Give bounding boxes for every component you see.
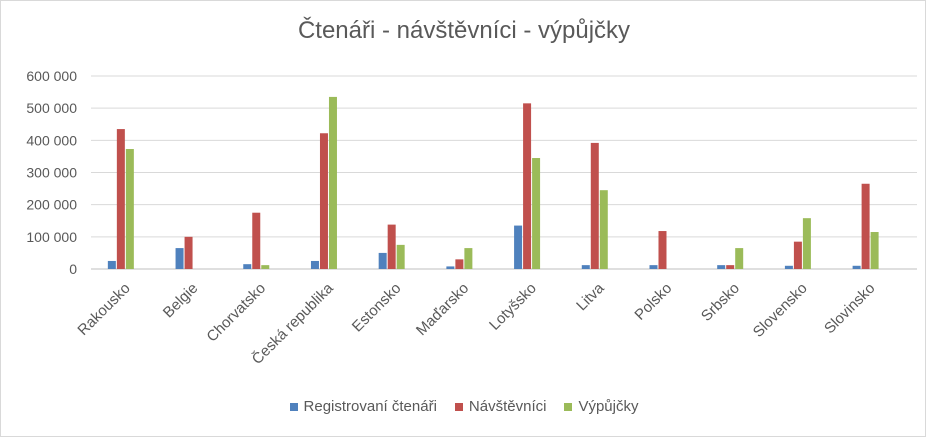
bar-registrovaní-čtenáři [243,264,252,269]
bar-registrovaní-čtenáři [378,252,387,269]
x-tick-label: Chorvatsko [203,280,269,346]
y-tick-label: 300 000 [26,165,77,181]
y-tick-label: 200 000 [26,197,77,213]
bar-registrovaní-čtenáři [784,265,793,269]
legend-label: Návštěvníci [468,398,547,415]
bar-návštěvníci [793,241,802,269]
y-tick-label: 100 000 [26,229,77,245]
legend-item: Registrovaní čtenáři [289,398,437,415]
chart-title: Čtenáři - návštěvníci - výpůjčky [297,17,631,44]
x-tick-label: Maďarsko [413,280,472,339]
y-tick-label: 0 [69,261,77,277]
bar-návštěvníci [590,142,599,269]
bar-registrovaní-čtenáři [446,266,455,269]
bar-návštěvníci [387,224,396,269]
bar-návštěvníci [116,129,125,269]
x-tick-label: Slovensko [750,280,811,341]
legend-label: Registrovaní čtenáři [303,398,437,415]
x-tick-label: Srbsko [698,280,743,325]
legend-item: Výpůjčky [564,398,638,415]
x-tick-label: Belgie [160,280,202,322]
bar-výpůjčky [261,265,270,269]
bar-návštěvníci [523,103,532,269]
legend: Registrovaní čtenáři Návštěvníci Výpůjčky [1,398,926,415]
legend-swatch [564,402,573,411]
bar-registrovaní-čtenáři [717,265,726,269]
bar-výpůjčky [396,244,405,269]
x-tick-label: Litva [573,279,608,314]
legend-swatch [289,402,298,411]
legend-swatch [454,402,463,411]
bar-návštěvníci [658,231,667,269]
y-tick-label: 600 000 [26,68,77,84]
bar-výpůjčky [870,232,879,269]
bar-registrovaní-čtenáři [581,265,590,269]
bar-registrovaní-čtenáři [107,260,116,269]
x-tick-label: Polsko [631,280,675,324]
bar-výpůjčky [125,149,134,269]
x-tick-label: Estonsko [349,280,405,336]
bar-výpůjčky [328,96,337,270]
bar-registrovaní-čtenáři [514,225,523,269]
bar-výpůjčky [735,248,744,269]
bar-návštěvníci [861,183,870,269]
bar-výpůjčky [802,218,811,269]
legend-label: Výpůjčky [578,398,639,415]
bar-výpůjčky [599,190,608,269]
bar-výpůjčky [532,158,541,269]
x-tick-label: Lotyšsko [486,280,540,334]
bar-registrovaní-čtenáři [310,260,319,269]
x-tick-label: Rakousko [74,280,133,339]
bar-registrovaní-čtenáři [852,265,861,269]
y-tick-label: 500 000 [26,100,77,116]
bar-výpůjčky [464,248,473,269]
bar-návštěvníci [455,259,464,269]
bar-návštěvníci [726,265,735,269]
bar-registrovaní-čtenáři [175,248,184,269]
x-tick-label: Slovinsko [821,280,878,337]
y-tick-label: 400 000 [26,132,77,148]
bar-návštěvníci [252,212,261,269]
bar-registrovaní-čtenáři [649,265,658,269]
bar-návštěvníci [184,236,193,269]
legend-item: Návštěvníci [454,398,547,415]
bar-návštěvníci [319,133,328,269]
